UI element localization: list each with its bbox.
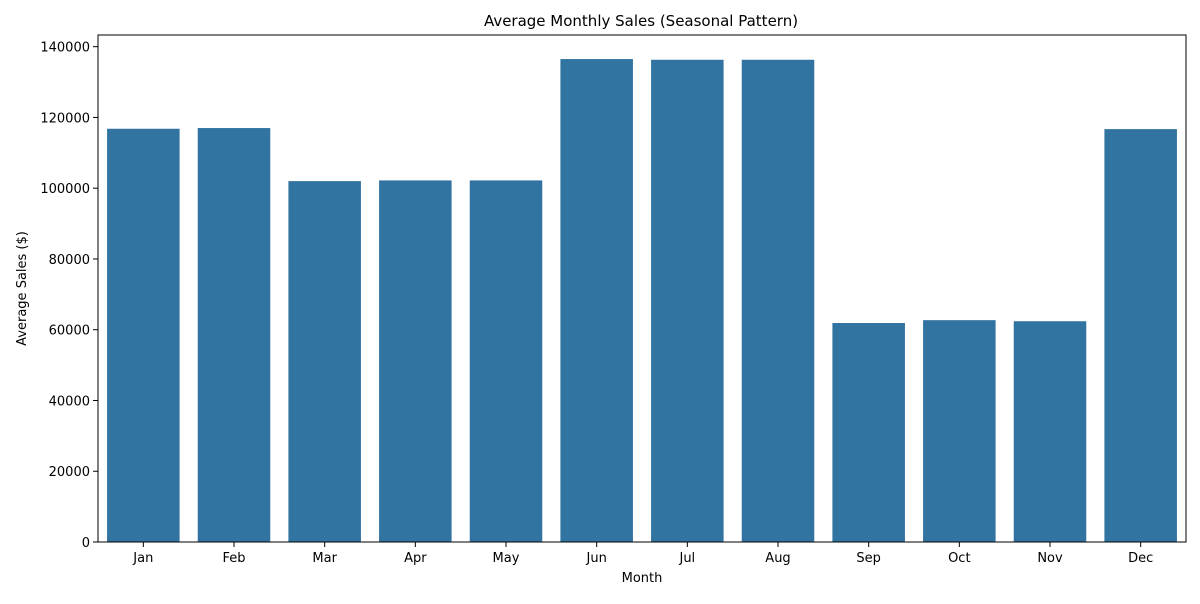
- bar-mar: [288, 181, 361, 542]
- x-tick-label: May: [493, 551, 520, 566]
- y-tick-label: 20000: [49, 465, 90, 480]
- x-tick-label: Nov: [1037, 551, 1063, 566]
- bar-oct: [923, 320, 996, 542]
- x-tick-label: Oct: [948, 551, 970, 566]
- x-tick-label: Jun: [586, 551, 607, 566]
- x-tick-label: Mar: [312, 551, 337, 566]
- y-tick-label: 140000: [40, 41, 90, 56]
- bar-may: [469, 180, 543, 542]
- x-tick-label: Sep: [856, 551, 881, 566]
- y-axis-title: Average Sales ($): [15, 231, 30, 346]
- bar-aug: [741, 59, 815, 542]
- y-tick-label: 60000: [49, 324, 90, 339]
- x-axis: Jan Feb Mar Apr May Jun Jul Aug Sep Oct Nov Dec: [132, 542, 1153, 566]
- bars-group: [107, 59, 1177, 543]
- bar-apr: [379, 180, 452, 542]
- bar-sep: [832, 322, 905, 542]
- x-axis-title: Month: [622, 571, 663, 586]
- x-tick-label: Jul: [678, 551, 695, 566]
- bar-jun: [560, 59, 633, 542]
- bar-jan: [107, 128, 180, 542]
- bar-nov: [1013, 321, 1087, 542]
- x-tick-label: Aug: [765, 551, 790, 566]
- plot-frame: [97, 34, 1187, 543]
- y-tick-label: 0: [82, 536, 90, 551]
- y-tick-label: 80000: [49, 253, 90, 268]
- chart-title: Average Monthly Sales (Seasonal Pattern): [484, 12, 798, 30]
- bar-jul: [651, 59, 724, 542]
- y-tick-label: 100000: [40, 182, 90, 197]
- x-tick-label: Jan: [132, 551, 153, 566]
- y-axis: 0 20000 40000 60000 80000 100000 120000 140000: [40, 41, 98, 551]
- bar-feb: [197, 128, 271, 543]
- y-tick-label: 120000: [40, 111, 90, 126]
- x-tick-label: Dec: [1128, 551, 1153, 566]
- y-tick-label: 40000: [49, 394, 90, 409]
- x-tick-label: Feb: [222, 551, 245, 566]
- bar-dec: [1104, 129, 1177, 543]
- x-tick-label: Apr: [404, 551, 427, 566]
